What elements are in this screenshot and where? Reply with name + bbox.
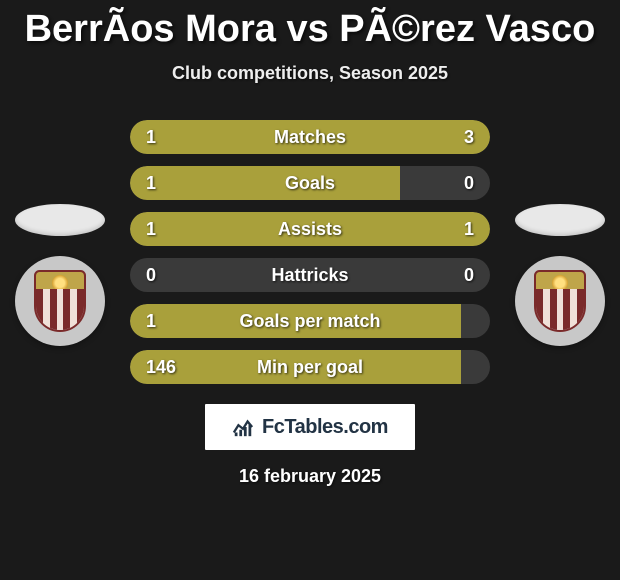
stat-row: Matches1 3 — [130, 120, 490, 154]
stat-value-left: 146 — [146, 350, 176, 384]
shield-icon — [534, 270, 586, 332]
stat-value-right: 0 — [464, 166, 474, 200]
stat-value-left: 0 — [146, 258, 156, 292]
player-left-placeholder-ellipse — [15, 204, 105, 236]
stat-value-right: 0 — [464, 258, 474, 292]
stat-row: Goals per match1 — [130, 304, 490, 338]
player-right-placeholder-ellipse — [515, 204, 605, 236]
player-right-slot — [510, 204, 610, 346]
branding-box: FcTables.com — [205, 404, 415, 450]
stat-label: Matches — [130, 120, 490, 154]
stat-value-right: 3 — [464, 120, 474, 154]
stat-row: Min per goal146 — [130, 350, 490, 384]
stat-label: Hattricks — [130, 258, 490, 292]
stat-row: Hattricks0 0 — [130, 258, 490, 292]
stat-value-left: 1 — [146, 304, 156, 338]
stats-container: Matches13Goals10Assists11Hattricks00Goal… — [130, 120, 490, 396]
player-left-slot — [10, 204, 110, 346]
player-left-club-badge — [15, 256, 105, 346]
stat-value-left: 1 — [146, 166, 156, 200]
stat-label: Assists — [130, 212, 490, 246]
player-right-club-badge — [515, 256, 605, 346]
page-title: BerrÃ­os Mora vs PÃ©rez Vasco — [0, 0, 620, 51]
stat-row: Assists1 1 — [130, 212, 490, 246]
page-subtitle: Club competitions, Season 2025 — [0, 63, 620, 84]
stat-value-left: 1 — [146, 120, 156, 154]
footer-date: 16 february 2025 — [0, 466, 620, 487]
branding-label: FcTables.com — [262, 416, 388, 439]
shield-icon — [34, 270, 86, 332]
stat-value-right: 1 — [464, 212, 474, 246]
stat-label: Goals per match — [130, 304, 490, 338]
stat-row: Goals1 0 — [130, 166, 490, 200]
chart-icon — [232, 416, 254, 438]
stat-label: Min per goal — [130, 350, 490, 384]
stat-label: Goals — [130, 166, 490, 200]
stat-value-left: 1 — [146, 212, 156, 246]
